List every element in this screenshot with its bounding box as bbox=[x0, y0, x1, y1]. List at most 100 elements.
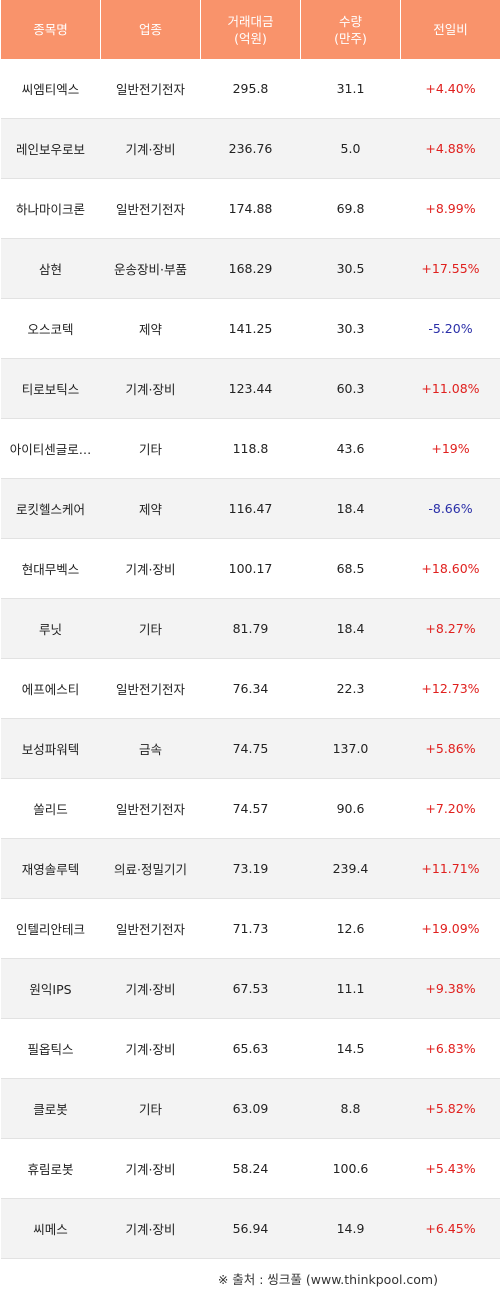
cell-amount: 81.79 bbox=[200, 598, 301, 659]
cell-change: +4.40% bbox=[400, 59, 500, 119]
cell-sector: 기계·장비 bbox=[100, 1138, 201, 1199]
cell-amount: 74.75 bbox=[200, 718, 301, 779]
header-name-label: 종목명 bbox=[33, 22, 68, 37]
cell-volume: 18.4 bbox=[300, 478, 401, 539]
cell-amount: 118.8 bbox=[200, 418, 301, 479]
cell-amount: 123.44 bbox=[200, 358, 301, 419]
source-note: ※ 출처 : 씽크풀 (www.thinkpool.com) bbox=[217, 1272, 438, 1287]
cell-sector: 일반전기전자 bbox=[100, 778, 201, 839]
cell-change: -8.66% bbox=[400, 478, 500, 539]
cell-change: +19.09% bbox=[400, 898, 500, 959]
table-row: 씨메스 기계·장비 56.94 14.9 +6.45% bbox=[0, 1198, 500, 1259]
cell-sector: 일반전기전자 bbox=[100, 658, 201, 719]
cell-change: +9.38% bbox=[400, 958, 500, 1019]
cell-sector: 기타 bbox=[100, 1078, 201, 1139]
table-row: 에프에스티 일반전기전자 76.34 22.3 +12.73% bbox=[0, 658, 500, 719]
cell-volume: 12.6 bbox=[300, 898, 401, 959]
cell-sector: 기계·장비 bbox=[100, 358, 201, 419]
cell-volume: 18.4 bbox=[300, 598, 401, 659]
cell-change: +6.83% bbox=[400, 1018, 500, 1079]
header-volume-label: 수량 bbox=[338, 13, 362, 29]
cell-name: 씨메스 bbox=[0, 1198, 101, 1259]
cell-amount: 63.09 bbox=[200, 1078, 301, 1139]
cell-volume: 239.4 bbox=[300, 838, 401, 899]
table-row: 오스코텍 제약 141.25 30.3 -5.20% bbox=[0, 298, 500, 359]
cell-name: 레인보우로보 bbox=[0, 118, 101, 179]
cell-volume: 30.5 bbox=[300, 238, 401, 299]
header-sector: 업종 bbox=[100, 0, 201, 59]
table-row: 보성파워텍 금속 74.75 137.0 +5.86% bbox=[0, 718, 500, 779]
cell-change: -5.20% bbox=[400, 298, 500, 359]
cell-amount: 295.8 bbox=[200, 59, 301, 119]
cell-sector: 제약 bbox=[100, 478, 201, 539]
cell-sector: 기계·장비 bbox=[100, 958, 201, 1019]
cell-amount: 168.29 bbox=[200, 238, 301, 299]
table-row: 필옵틱스 기계·장비 65.63 14.5 +6.83% bbox=[0, 1018, 500, 1079]
cell-amount: 67.53 bbox=[200, 958, 301, 1019]
cell-change: +11.71% bbox=[400, 838, 500, 899]
cell-change: +11.08% bbox=[400, 358, 500, 419]
cell-sector: 기계·장비 bbox=[100, 118, 201, 179]
cell-name: 로킷헬스케어 bbox=[0, 478, 101, 539]
cell-name: 현대무벡스 bbox=[0, 538, 101, 599]
header-row: 종목명 업종 거래대금 (억원) 수량 (만주) 전일비 bbox=[0, 0, 500, 59]
cell-name: 삼현 bbox=[0, 238, 101, 299]
cell-name: 오스코텍 bbox=[0, 298, 101, 359]
cell-change: +8.99% bbox=[400, 178, 500, 239]
cell-name: 티로보틱스 bbox=[0, 358, 101, 419]
cell-change: +5.43% bbox=[400, 1138, 500, 1199]
cell-change: +17.55% bbox=[400, 238, 500, 299]
cell-name: 재영솔루텍 bbox=[0, 838, 101, 899]
cell-sector: 의료·정밀기기 bbox=[100, 838, 201, 899]
header-change-label: 전일비 bbox=[433, 22, 468, 37]
cell-name: 인텔리안테크 bbox=[0, 898, 101, 959]
cell-name: 씨엠티엑스 bbox=[0, 59, 101, 119]
cell-amount: 65.63 bbox=[200, 1018, 301, 1079]
table-row: 재영솔루텍 의료·정밀기기 73.19 239.4 +11.71% bbox=[0, 838, 500, 899]
cell-change: +5.86% bbox=[400, 718, 500, 779]
cell-sector: 기계·장비 bbox=[100, 1018, 201, 1079]
cell-change: +7.20% bbox=[400, 778, 500, 839]
cell-name: 하나마이크론 bbox=[0, 178, 101, 239]
cell-name: 보성파워텍 bbox=[0, 718, 101, 779]
header-sector-label: 업종 bbox=[138, 22, 162, 37]
cell-amount: 174.88 bbox=[200, 178, 301, 239]
table-row: 루닛 기타 81.79 18.4 +8.27% bbox=[0, 598, 500, 659]
cell-volume: 8.8 bbox=[300, 1078, 401, 1139]
table-row: 쏠리드 일반전기전자 74.57 90.6 +7.20% bbox=[0, 778, 500, 839]
cell-volume: 100.6 bbox=[300, 1138, 401, 1199]
cell-volume: 14.9 bbox=[300, 1198, 401, 1259]
cell-volume: 137.0 bbox=[300, 718, 401, 779]
cell-name: 클로봇 bbox=[0, 1078, 101, 1139]
table-body: 씨엠티엑스 일반전기전자 295.8 31.1 +4.40% 레인보우로보 기계·장비 236… bbox=[0, 59, 500, 1259]
cell-volume: 68.5 bbox=[300, 538, 401, 599]
cell-volume: 14.5 bbox=[300, 1018, 401, 1079]
cell-volume: 31.1 bbox=[300, 59, 401, 119]
header-volume-unit: (만주) bbox=[334, 30, 367, 46]
cell-sector: 일반전기전자 bbox=[100, 178, 201, 239]
cell-sector: 제약 bbox=[100, 298, 201, 359]
cell-sector: 운송장비·부품 bbox=[100, 238, 201, 299]
header-amount-unit: (억원) bbox=[234, 30, 267, 46]
cell-change: +12.73% bbox=[400, 658, 500, 719]
cell-volume: 69.8 bbox=[300, 178, 401, 239]
header-name: 종목명 bbox=[0, 0, 101, 59]
cell-volume: 60.3 bbox=[300, 358, 401, 419]
cell-sector: 기계·장비 bbox=[100, 538, 201, 599]
cell-sector: 기계·장비 bbox=[100, 1198, 201, 1259]
cell-sector: 기타 bbox=[100, 418, 201, 479]
cell-change: +4.88% bbox=[400, 118, 500, 179]
cell-volume: 22.3 bbox=[300, 658, 401, 719]
table-row: 아이티센글로… 기타 118.8 43.6 +19% bbox=[0, 418, 500, 479]
table-row: 휴림로봇 기계·장비 58.24 100.6 +5.43% bbox=[0, 1138, 500, 1199]
cell-amount: 116.47 bbox=[200, 478, 301, 539]
cell-amount: 74.57 bbox=[200, 778, 301, 839]
cell-change: +8.27% bbox=[400, 598, 500, 659]
table-row: 클로봇 기타 63.09 8.8 +5.82% bbox=[0, 1078, 500, 1139]
cell-name: 에프에스티 bbox=[0, 658, 101, 719]
cell-change: +5.82% bbox=[400, 1078, 500, 1139]
cell-amount: 100.17 bbox=[200, 538, 301, 599]
header-volume: 수량 (만주) bbox=[300, 0, 401, 59]
